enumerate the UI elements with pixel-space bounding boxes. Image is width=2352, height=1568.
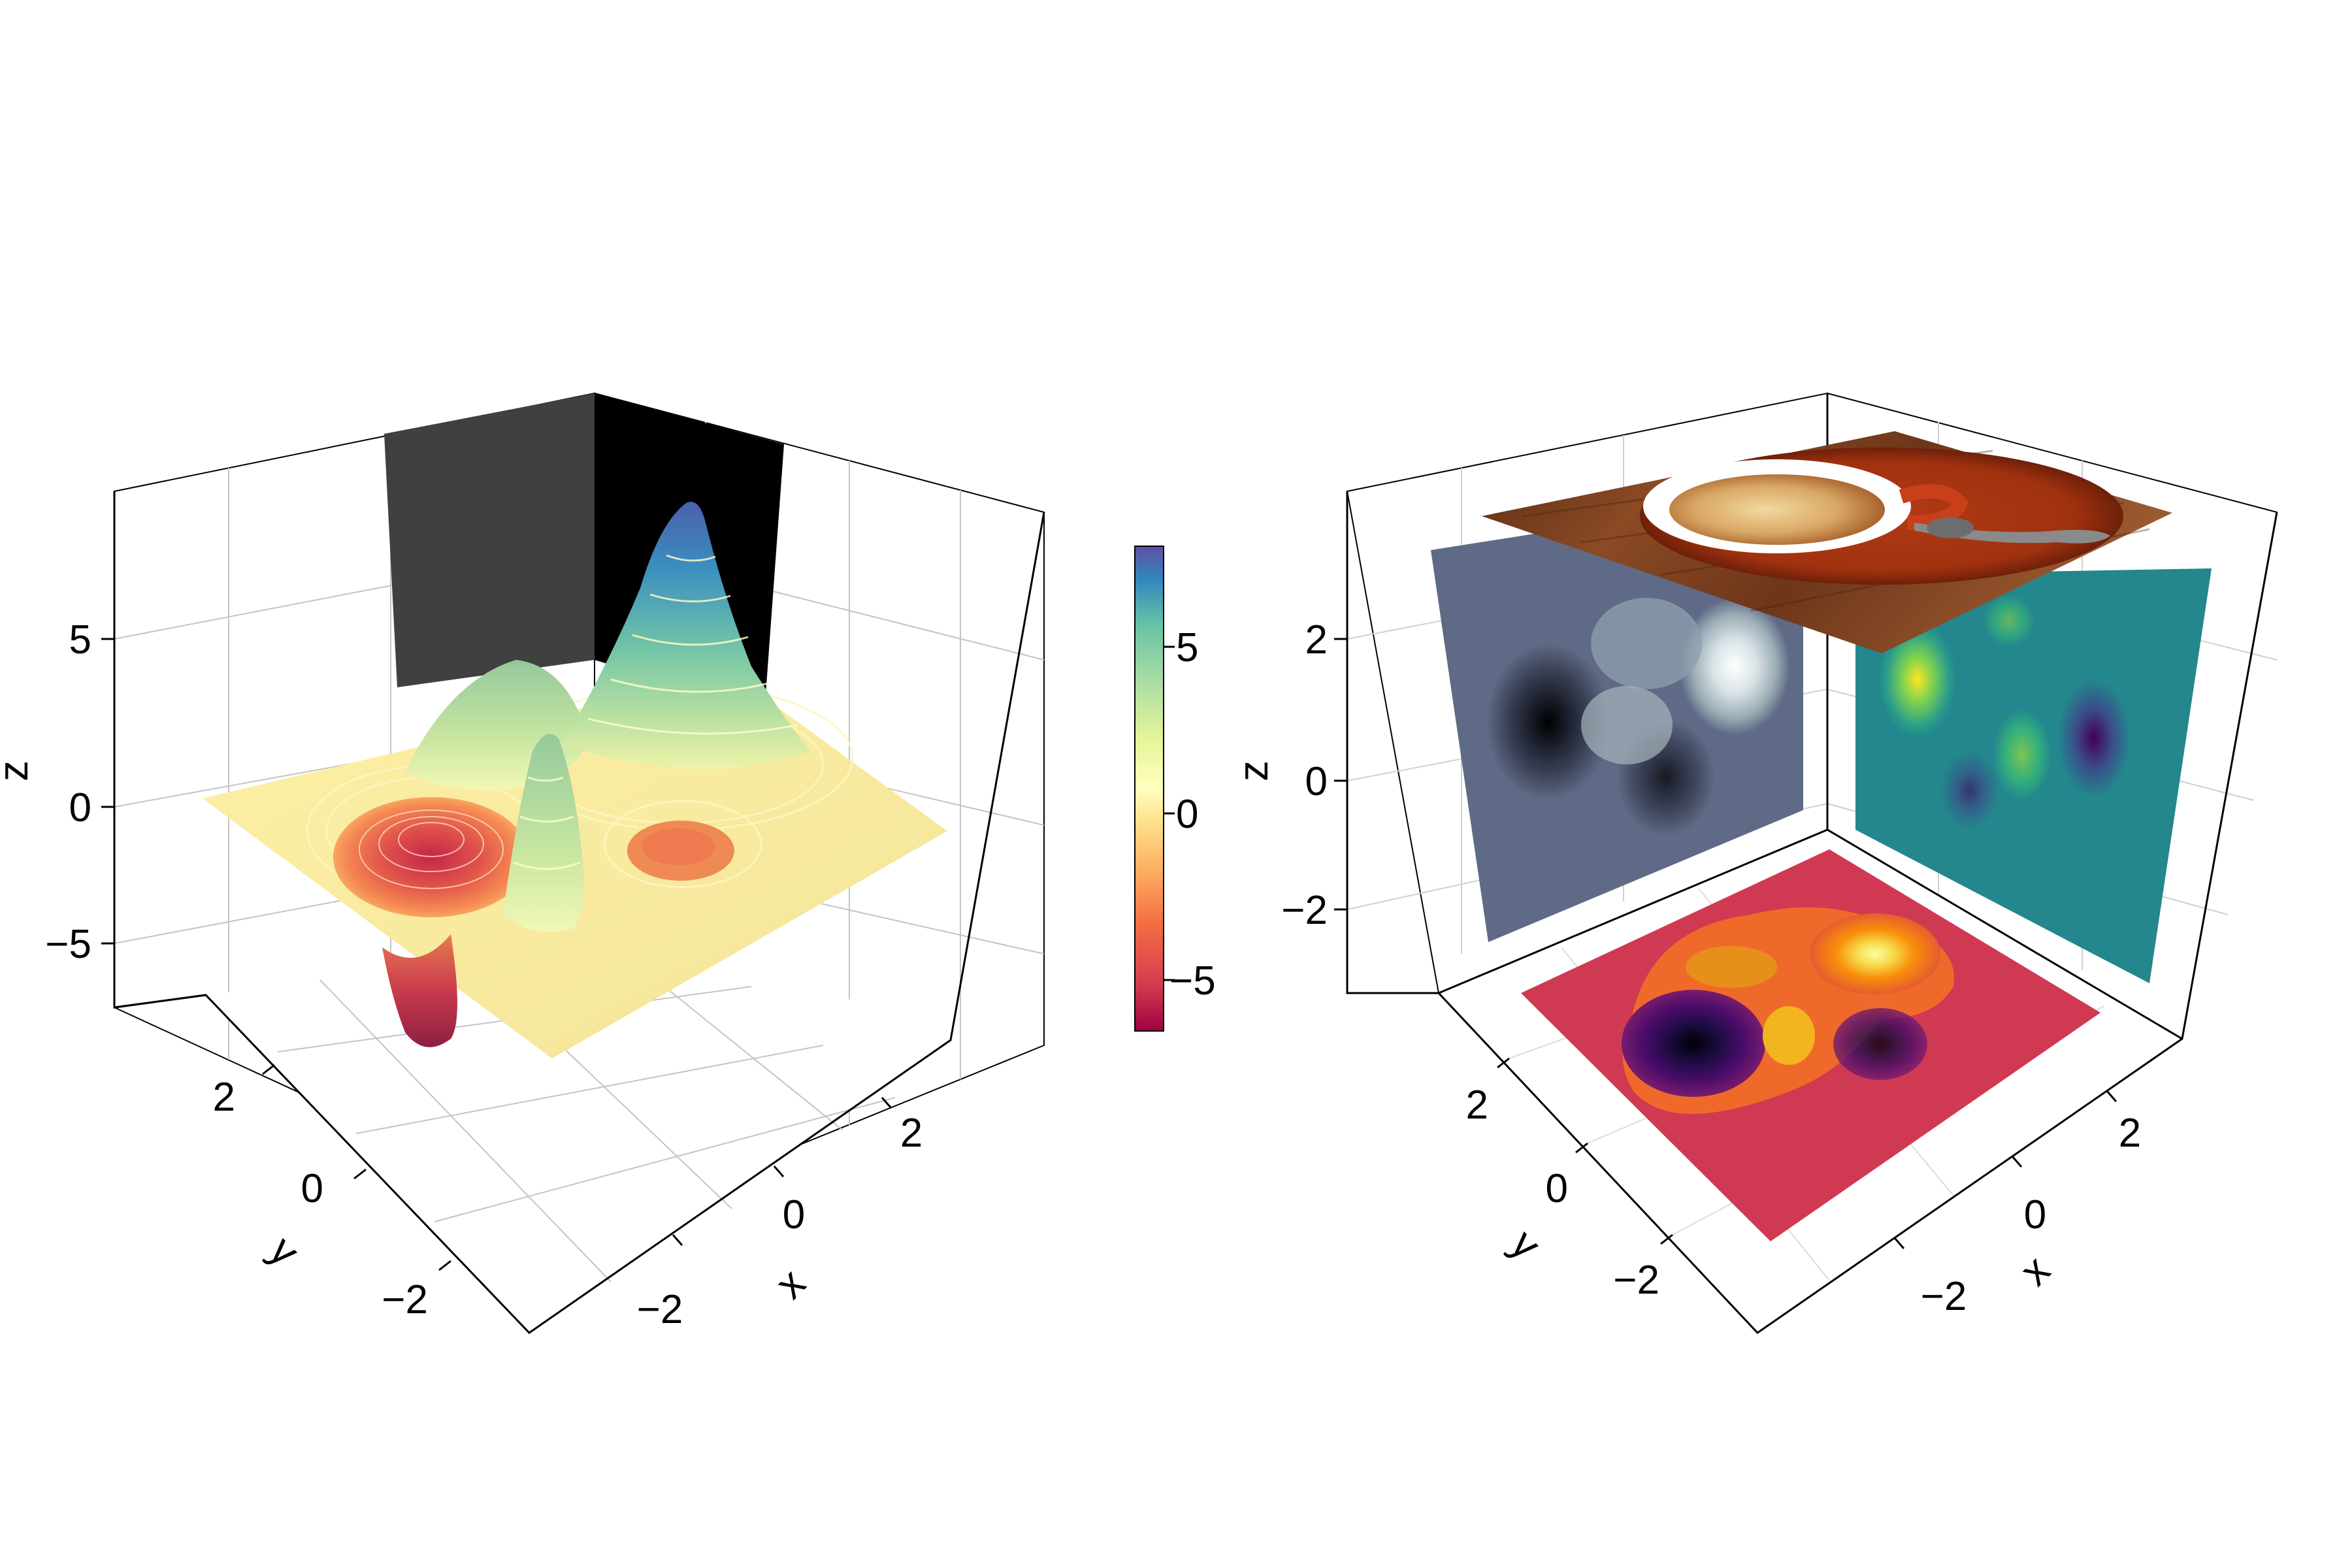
left-3d-axis: 5 0 −5 z 2 0 −2 y −2 0 2 x bbox=[0, 392, 1045, 1334]
left-x-ticks: −2 0 2 bbox=[637, 1097, 923, 1332]
tall-peak-contours bbox=[587, 554, 798, 735]
right-z-tick-2: 2 bbox=[1305, 617, 1328, 662]
right-z-tick-0: 0 bbox=[1305, 759, 1328, 804]
coffee-spoon bbox=[1914, 523, 2110, 544]
right-3d-axis: 2 0 −2 z 2 0 −2 y −2 0 2 x bbox=[1230, 392, 2278, 1334]
right-y-tick-0: 0 bbox=[1546, 1166, 1568, 1211]
right-x-axis-label: x bbox=[2011, 1247, 2059, 1295]
right-y-axis-label: y bbox=[1502, 1220, 1550, 1269]
colorbar-tick-5: 5 bbox=[1176, 625, 1198, 670]
colorbar-tick-0: 0 bbox=[1176, 792, 1198, 837]
right-z-axis-label: z bbox=[1230, 760, 1277, 781]
left-y-axis-label: y bbox=[261, 1227, 309, 1275]
viridis-yellow-spot bbox=[1878, 621, 1957, 738]
viridis-green-spot bbox=[1993, 709, 2051, 800]
right-z-tick-minus2: −2 bbox=[1281, 888, 1328, 933]
coffee-liquid bbox=[1669, 474, 1885, 545]
right-x-tick-0: 0 bbox=[2024, 1192, 2046, 1237]
colorbar-gradient bbox=[1134, 546, 1164, 1032]
viridis-blue-spot bbox=[1940, 751, 1999, 830]
right-x-ticks: −2 0 2 bbox=[1893, 1090, 2141, 1319]
right-z-ticks: 2 0 −2 bbox=[1281, 617, 1347, 933]
spoon-bowl bbox=[1927, 517, 1974, 538]
left-z-tick-0: 0 bbox=[69, 785, 91, 830]
inferno-gold-spot bbox=[1763, 1006, 1815, 1065]
viridis-green-spot-top bbox=[1983, 595, 2035, 647]
left-y-tick-minus2: −2 bbox=[382, 1277, 428, 1322]
coffee-image-panel bbox=[1482, 431, 2172, 653]
right-x-tick-minus2: −2 bbox=[1921, 1274, 1967, 1319]
left-y-tick-0: 0 bbox=[301, 1166, 323, 1211]
surface-tall-peak bbox=[562, 502, 810, 770]
left-floor bbox=[206, 934, 951, 1333]
left-y-tick-2: 2 bbox=[213, 1075, 235, 1120]
left-z-tick-5: 5 bbox=[69, 617, 91, 662]
surface-center-peak bbox=[503, 734, 584, 932]
left-wall-projection-dark bbox=[384, 393, 595, 687]
bone-bright-spot bbox=[1679, 598, 1790, 735]
left-z-axis-label: z bbox=[0, 760, 37, 781]
bone-light-band bbox=[1591, 598, 1702, 689]
surface-orange-pit-core bbox=[642, 828, 715, 865]
right-y-tick-2: 2 bbox=[1466, 1083, 1488, 1128]
left-z-ticks: 5 0 −5 bbox=[45, 617, 114, 967]
colorbar-tick-minus5: −5 bbox=[1169, 958, 1216, 1004]
left-y-ticks: 2 0 −2 bbox=[213, 1064, 451, 1322]
colorbar: 5 0 −5 bbox=[1134, 546, 1216, 1032]
bone-dark-spot bbox=[1486, 644, 1610, 800]
right-x-tick-2: 2 bbox=[2119, 1111, 2141, 1156]
inferno-purple-spot bbox=[1833, 1008, 1927, 1080]
inferno-black-spot bbox=[1622, 990, 1765, 1097]
viridis-purple-spot bbox=[2058, 679, 2130, 797]
coffee-cup-handle bbox=[1899, 484, 1968, 530]
inferno-gold-band bbox=[1686, 946, 1777, 988]
right-y-ticks: 2 0 −2 bbox=[1466, 1057, 1673, 1303]
left-x-axis-label: x bbox=[766, 1260, 815, 1308]
center-peak-contours bbox=[513, 776, 581, 870]
left-axis-frame bbox=[113, 491, 1045, 1334]
bone-light-blob bbox=[1581, 686, 1673, 764]
left-x-tick-2: 2 bbox=[900, 1111, 923, 1156]
pit-contour-lines bbox=[359, 809, 504, 889]
inferno-white-spot bbox=[1810, 913, 1940, 994]
left-x-tick-minus2: −2 bbox=[637, 1287, 683, 1332]
surface-hanging-pit bbox=[382, 934, 457, 1047]
left-x-tick-0: 0 bbox=[783, 1192, 805, 1237]
left-z-tick-minus5: −5 bbox=[45, 922, 91, 967]
right-y-tick-minus2: −2 bbox=[1613, 1258, 1659, 1303]
